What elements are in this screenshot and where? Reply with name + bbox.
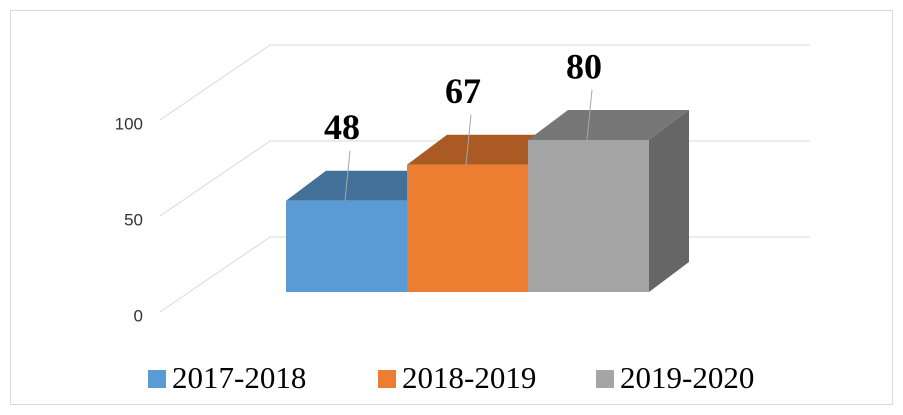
legend-swatch <box>148 370 166 388</box>
legend-swatch <box>596 370 614 388</box>
legend-label: 2017-2018 <box>172 360 306 395</box>
leader-line <box>586 89 593 141</box>
bar-side <box>649 110 689 292</box>
y-tick-label: 0 <box>134 306 143 325</box>
bar-top <box>528 110 689 140</box>
data-label: 67 <box>445 71 481 111</box>
legend-label: 2019-2020 <box>620 360 754 395</box>
bar-top <box>286 170 447 201</box>
y-tick-label: 50 <box>124 210 143 229</box>
legend-label: 2018-2019 <box>402 360 536 395</box>
leader-line <box>344 150 351 201</box>
grid-line <box>159 44 810 121</box>
y-tick-label: 100 <box>115 114 143 133</box>
data-label: 48 <box>324 107 360 147</box>
legend-swatch <box>378 370 396 388</box>
leader-line <box>465 114 472 165</box>
data-label: 80 <box>566 46 602 86</box>
bar <box>528 140 649 292</box>
bar <box>286 200 407 292</box>
bar <box>407 164 528 292</box>
bar-top <box>407 134 568 165</box>
